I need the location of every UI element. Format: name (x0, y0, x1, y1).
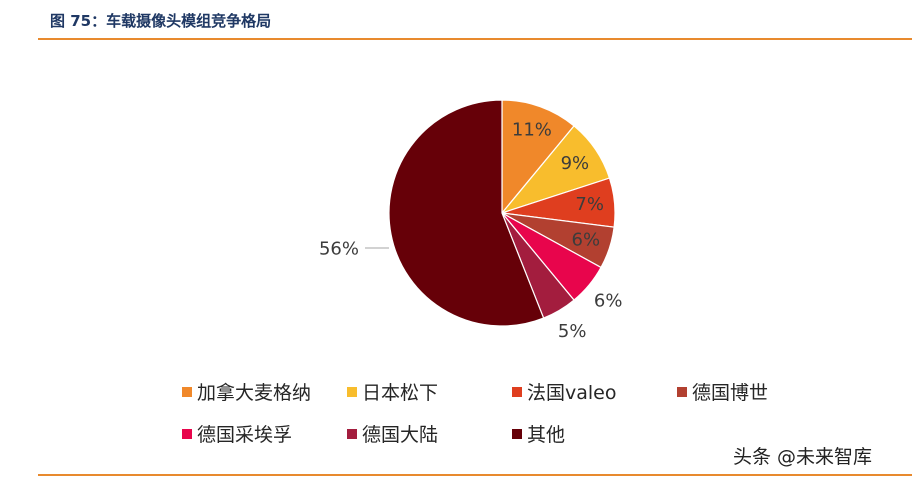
bottom-divider (38, 474, 912, 476)
legend-item-1: 加拿大麦格纳 (182, 378, 311, 405)
pie-slice-1 (501, 99, 575, 215)
legend-item-7: 其他 (512, 420, 565, 447)
legend-item-4: 德国博世 (677, 378, 768, 405)
legend-item-5: 德国采埃孚 (182, 420, 292, 447)
legend-label: 加拿大麦格纳 (197, 382, 312, 404)
slice-label-2: 9% (561, 153, 590, 174)
slice-label-3: 7% (575, 194, 604, 215)
legend-swatch (512, 428, 522, 439)
legend-label: 其他 (527, 424, 566, 446)
slice-label-4: 6% (572, 230, 601, 251)
pie-slice-7 (388, 99, 545, 327)
legend-swatch (182, 428, 192, 439)
legend-swatch (347, 386, 357, 397)
title-divider (38, 38, 912, 40)
legend-swatch (182, 386, 192, 397)
legend-item-2: 日本松下 (347, 378, 438, 405)
slice-label-6: 5% (558, 321, 587, 342)
legend-swatch (512, 386, 522, 397)
legend-label: 法国valeo (527, 382, 617, 404)
pie-slices (388, 99, 616, 327)
legend-item-6: 德国大陆 (347, 420, 438, 447)
figure-title: 图 75：车载摄像头模组竞争格局 (50, 12, 272, 30)
slice-labels: 11% 9% 7% 6% 6% 5% 56% (319, 120, 622, 343)
slice-label-7: 56% (319, 239, 359, 260)
legend-label: 日本松下 (362, 382, 439, 404)
legend-label: 德国博世 (692, 382, 769, 404)
slice-label-1: 11% (512, 120, 552, 141)
watermark: 头条 @未来智库 (733, 446, 873, 468)
legend-swatch (347, 428, 357, 439)
legend-label: 德国采埃孚 (197, 424, 293, 446)
legend-item-3: 法国valeo (512, 378, 616, 405)
legend-swatch (677, 386, 687, 397)
legend-label: 德国大陆 (362, 424, 439, 446)
slice-label-5: 6% (594, 290, 623, 311)
